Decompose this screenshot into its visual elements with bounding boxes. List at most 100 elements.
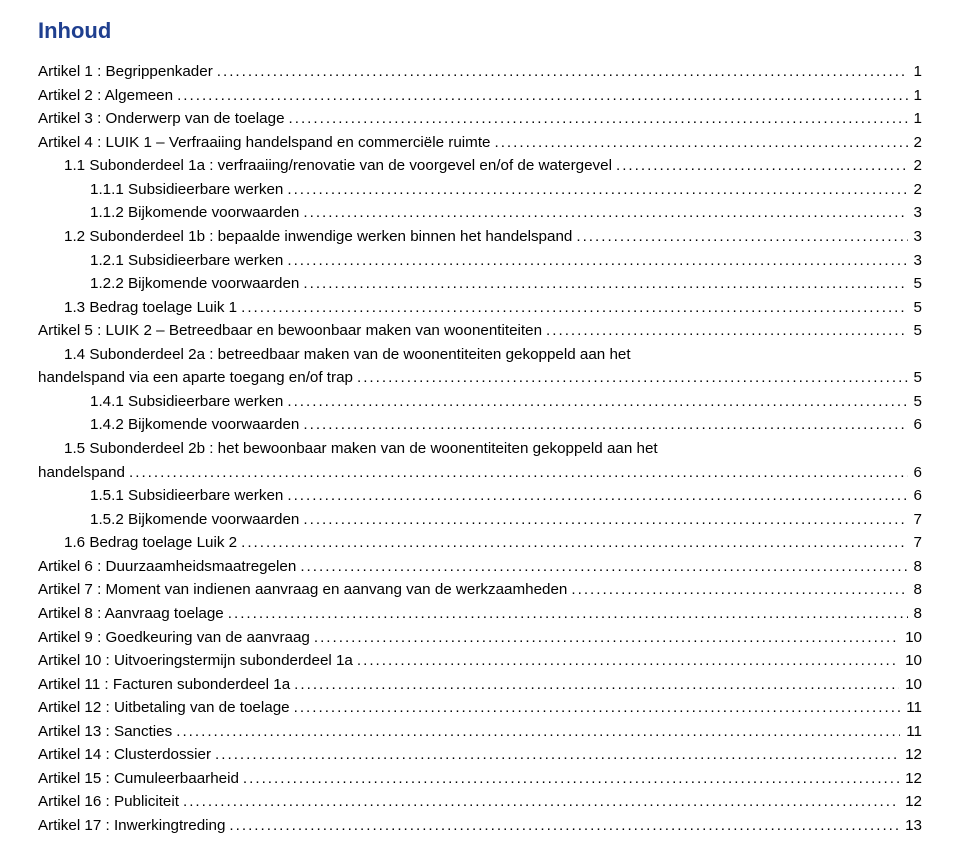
toc-entry: 1.2.2 Bijkomende voorwaarden 5 [38,272,922,296]
toc-dots [183,790,899,814]
toc-entry-page: 5 [908,390,922,414]
toc-entry-label: Artikel 17 : Inwerkingtreding [38,814,229,838]
toc-entry-page: 2 [908,178,922,202]
toc-entry-page: 11 [900,720,922,744]
toc-dots [294,696,901,720]
toc-entry-wrap: handelspand 6 [38,461,922,485]
toc-entry: Artikel 2 : Algemeen 1 [38,84,922,108]
toc-dots [303,201,907,225]
toc-dots [494,131,907,155]
toc-entry: 1.4.2 Bijkomende voorwaarden 6 [38,413,922,437]
toc-entry: Artikel 7 : Moment van indienen aanvraag… [38,578,922,602]
toc-entry-page: 11 [900,696,922,720]
toc-entry-label: 1.2 Subonderdeel 1b : bepaalde inwendige… [64,225,576,249]
toc-entry-page: 5 [908,296,922,320]
toc-entry: Artikel 15 : Cumuleerbaarheid 12 [38,767,922,791]
toc-entry: 1.4.1 Subsidieerbare werken 5 [38,390,922,414]
toc-entry-label: 1.1.1 Subsidieerbare werken [90,178,287,202]
toc-entry: 1.4 Subonderdeel 2a : betreedbaar maken … [38,343,922,367]
toc-entry-page: 2 [908,154,922,178]
toc-entry: Artikel 16 : Publiciteit12 [38,790,922,814]
toc-entry-page: 10 [899,626,922,650]
toc-entry-page: 3 [908,249,922,273]
toc-dots [300,555,907,579]
toc-entry-label: 1.4 Subonderdeel 2a : betreedbaar maken … [64,343,635,367]
toc-entry: Artikel 13 : Sancties 11 [38,720,922,744]
toc-entry: Artikel 14 : Clusterdossier12 [38,743,922,767]
toc-entry-page: 1 [908,60,922,84]
toc-entry-label: Artikel 15 : Cumuleerbaarheid [38,767,243,791]
toc-entry-wrap: handelspand via een aparte toegang en/of… [38,366,922,390]
toc-entry-label: Artikel 10 : Uitvoeringstermijn subonder… [38,649,357,673]
toc-dots [576,225,907,249]
toc-entry-page: 2 [908,131,922,155]
toc-entry-page: 7 [908,508,922,532]
toc-entry-page: 8 [908,602,922,626]
toc-entry-label: handelspand [38,461,129,485]
toc-entry-page: 7 [908,531,922,555]
toc-dots [229,814,899,838]
toc-entry: 1.5.2 Bijkomende voorwaarden 7 [38,508,922,532]
toc-dots [228,602,908,626]
toc-entry-label: Artikel 9 : Goedkeuring van de aanvraag [38,626,314,650]
toc-entry-page: 6 [908,484,922,508]
toc-entry-page: 3 [908,225,922,249]
toc-entry-label: Artikel 2 : Algemeen [38,84,177,108]
toc-entry-page: 3 [908,201,922,225]
toc-entry-label: Artikel 7 : Moment van indienen aanvraag… [38,578,571,602]
toc-entry-label: 1.4.2 Bijkomende voorwaarden [90,413,303,437]
toc-entry-page: 5 [908,366,922,390]
toc-entry-label: 1.2.2 Bijkomende voorwaarden [90,272,303,296]
toc-dots [357,649,899,673]
toc-entry-label: 1.6 Bedrag toelage Luik 2 [64,531,241,555]
toc-entry: 1.1 Subonderdeel 1a : verfraaiing/renova… [38,154,922,178]
toc-entry: 1.1.2 Bijkomende voorwaarden 3 [38,201,922,225]
toc-dots [217,60,908,84]
toc-dots [546,319,908,343]
toc-entry: 1.1.1 Subsidieerbare werken 2 [38,178,922,202]
toc-entry-label: Artikel 12 : Uitbetaling van de toelage [38,696,294,720]
toc-dots [357,366,908,390]
toc-entry-label: 1.4.1 Subsidieerbare werken [90,390,287,414]
toc-dots [287,390,907,414]
toc-entry-page: 12 [899,790,922,814]
toc-entry-page: 5 [908,272,922,296]
toc-entry: Artikel 11 : Facturen subonderdeel 1a10 [38,673,922,697]
toc-entry-label: 1.1.2 Bijkomende voorwaarden [90,201,303,225]
toc-entry-label: 1.5.2 Bijkomende voorwaarden [90,508,303,532]
toc-entry-label: 1.5 Subonderdeel 2b : het bewoonbaar mak… [64,437,662,461]
toc-entry-page: 10 [899,649,922,673]
toc-dots [287,484,907,508]
toc-entry-label: Artikel 4 : LUIK 1 – Verfraaiing handels… [38,131,494,155]
toc-entry-page: 12 [899,767,922,791]
toc-entry: Artikel 10 : Uitvoeringstermijn subonder… [38,649,922,673]
toc-entry: Artikel 4 : LUIK 1 – Verfraaiing handels… [38,131,922,155]
toc-dots [129,461,908,485]
toc-entry: Artikel 12 : Uitbetaling van de toelage 1… [38,696,922,720]
toc-dots [303,508,907,532]
toc-entry: 1.2 Subonderdeel 1b : bepaalde inwendige… [38,225,922,249]
toc-entry: Artikel 8 : Aanvraag toelage8 [38,602,922,626]
toc-dots [287,249,907,273]
toc-dots [177,84,907,108]
toc-dots [294,673,899,697]
toc-dots [314,626,899,650]
toc-entry-page: 8 [908,555,922,579]
toc-entry-page: 6 [908,413,922,437]
toc-entry-label: 1.5.1 Subsidieerbare werken [90,484,287,508]
toc-dots [241,296,907,320]
toc-entry-page: 1 [908,84,922,108]
toc-entry: 1.3 Bedrag toelage Luik 15 [38,296,922,320]
toc-entry-label: handelspand via een aparte toegang en/of… [38,366,357,390]
toc-entry-page: 6 [908,461,922,485]
toc-entry-label: Artikel 13 : Sancties [38,720,176,744]
toc-entry-page: 1 [908,107,922,131]
toc-entry: 1.5.1 Subsidieerbare werken 6 [38,484,922,508]
toc-entry-page: 13 [899,814,922,838]
toc-dots [243,767,899,791]
toc-entry-label: 1.1 Subonderdeel 1a : verfraaiing/renova… [64,154,616,178]
toc-dots [303,272,907,296]
toc-entry: Artikel 1 : Begrippenkader1 [38,60,922,84]
toc-entry: Artikel 9 : Goedkeuring van de aanvraag 1… [38,626,922,650]
toc-dots [571,578,907,602]
